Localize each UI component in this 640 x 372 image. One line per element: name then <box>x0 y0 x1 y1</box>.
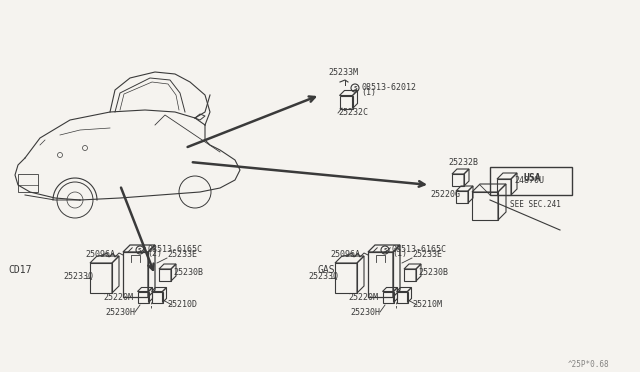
Text: 24870U: 24870U <box>514 176 544 185</box>
Text: 25230B: 25230B <box>418 268 448 277</box>
Bar <box>159 269 171 281</box>
Bar <box>490 167 572 195</box>
Text: 25210D: 25210D <box>167 300 197 309</box>
Text: 08513-6165C: 08513-6165C <box>392 244 447 253</box>
Bar <box>90 263 112 293</box>
Text: 25220M: 25220M <box>103 293 133 302</box>
Text: 25230B: 25230B <box>173 268 203 277</box>
Text: (2): (2) <box>147 249 162 258</box>
Text: S: S <box>383 247 387 253</box>
Bar <box>138 292 148 302</box>
Text: 25220G: 25220G <box>430 190 460 199</box>
Bar <box>383 292 394 302</box>
Text: 25232B: 25232B <box>448 158 478 167</box>
Bar <box>152 292 163 302</box>
Text: 25210M: 25210M <box>412 300 442 309</box>
Text: S: S <box>138 247 142 253</box>
Text: 08513-6165C: 08513-6165C <box>147 244 202 253</box>
Bar <box>472 192 498 220</box>
Bar <box>123 252 148 297</box>
Text: CD17: CD17 <box>8 265 31 275</box>
Bar <box>452 174 464 186</box>
Text: 25233M: 25233M <box>328 68 358 77</box>
Text: ^25P*0.68: ^25P*0.68 <box>568 360 610 369</box>
Bar <box>335 263 357 293</box>
Bar <box>404 269 416 281</box>
Text: 25233Q: 25233Q <box>63 272 93 281</box>
Text: USA: USA <box>523 173 541 183</box>
Text: 25233Q: 25233Q <box>308 272 338 281</box>
Text: 25096A: 25096A <box>85 250 115 259</box>
Text: (1): (1) <box>392 249 407 258</box>
Text: 08513-62012: 08513-62012 <box>361 83 416 93</box>
Bar <box>18 174 38 192</box>
Bar <box>368 252 393 297</box>
Text: 25230H: 25230H <box>350 308 380 317</box>
Text: SEE SEC.241: SEE SEC.241 <box>510 200 561 209</box>
Text: 25233E: 25233E <box>167 250 197 259</box>
Text: 25220M: 25220M <box>348 293 378 302</box>
Text: S: S <box>353 86 357 90</box>
Text: 25232C: 25232C <box>338 108 368 117</box>
Text: GAS: GAS <box>318 265 335 275</box>
Text: (1): (1) <box>361 88 376 97</box>
Bar <box>397 292 408 302</box>
Bar <box>497 179 511 195</box>
Bar <box>456 191 468 203</box>
Bar <box>339 96 353 109</box>
Text: 25096A: 25096A <box>330 250 360 259</box>
Text: 25233E: 25233E <box>412 250 442 259</box>
Text: 25230H: 25230H <box>105 308 135 317</box>
